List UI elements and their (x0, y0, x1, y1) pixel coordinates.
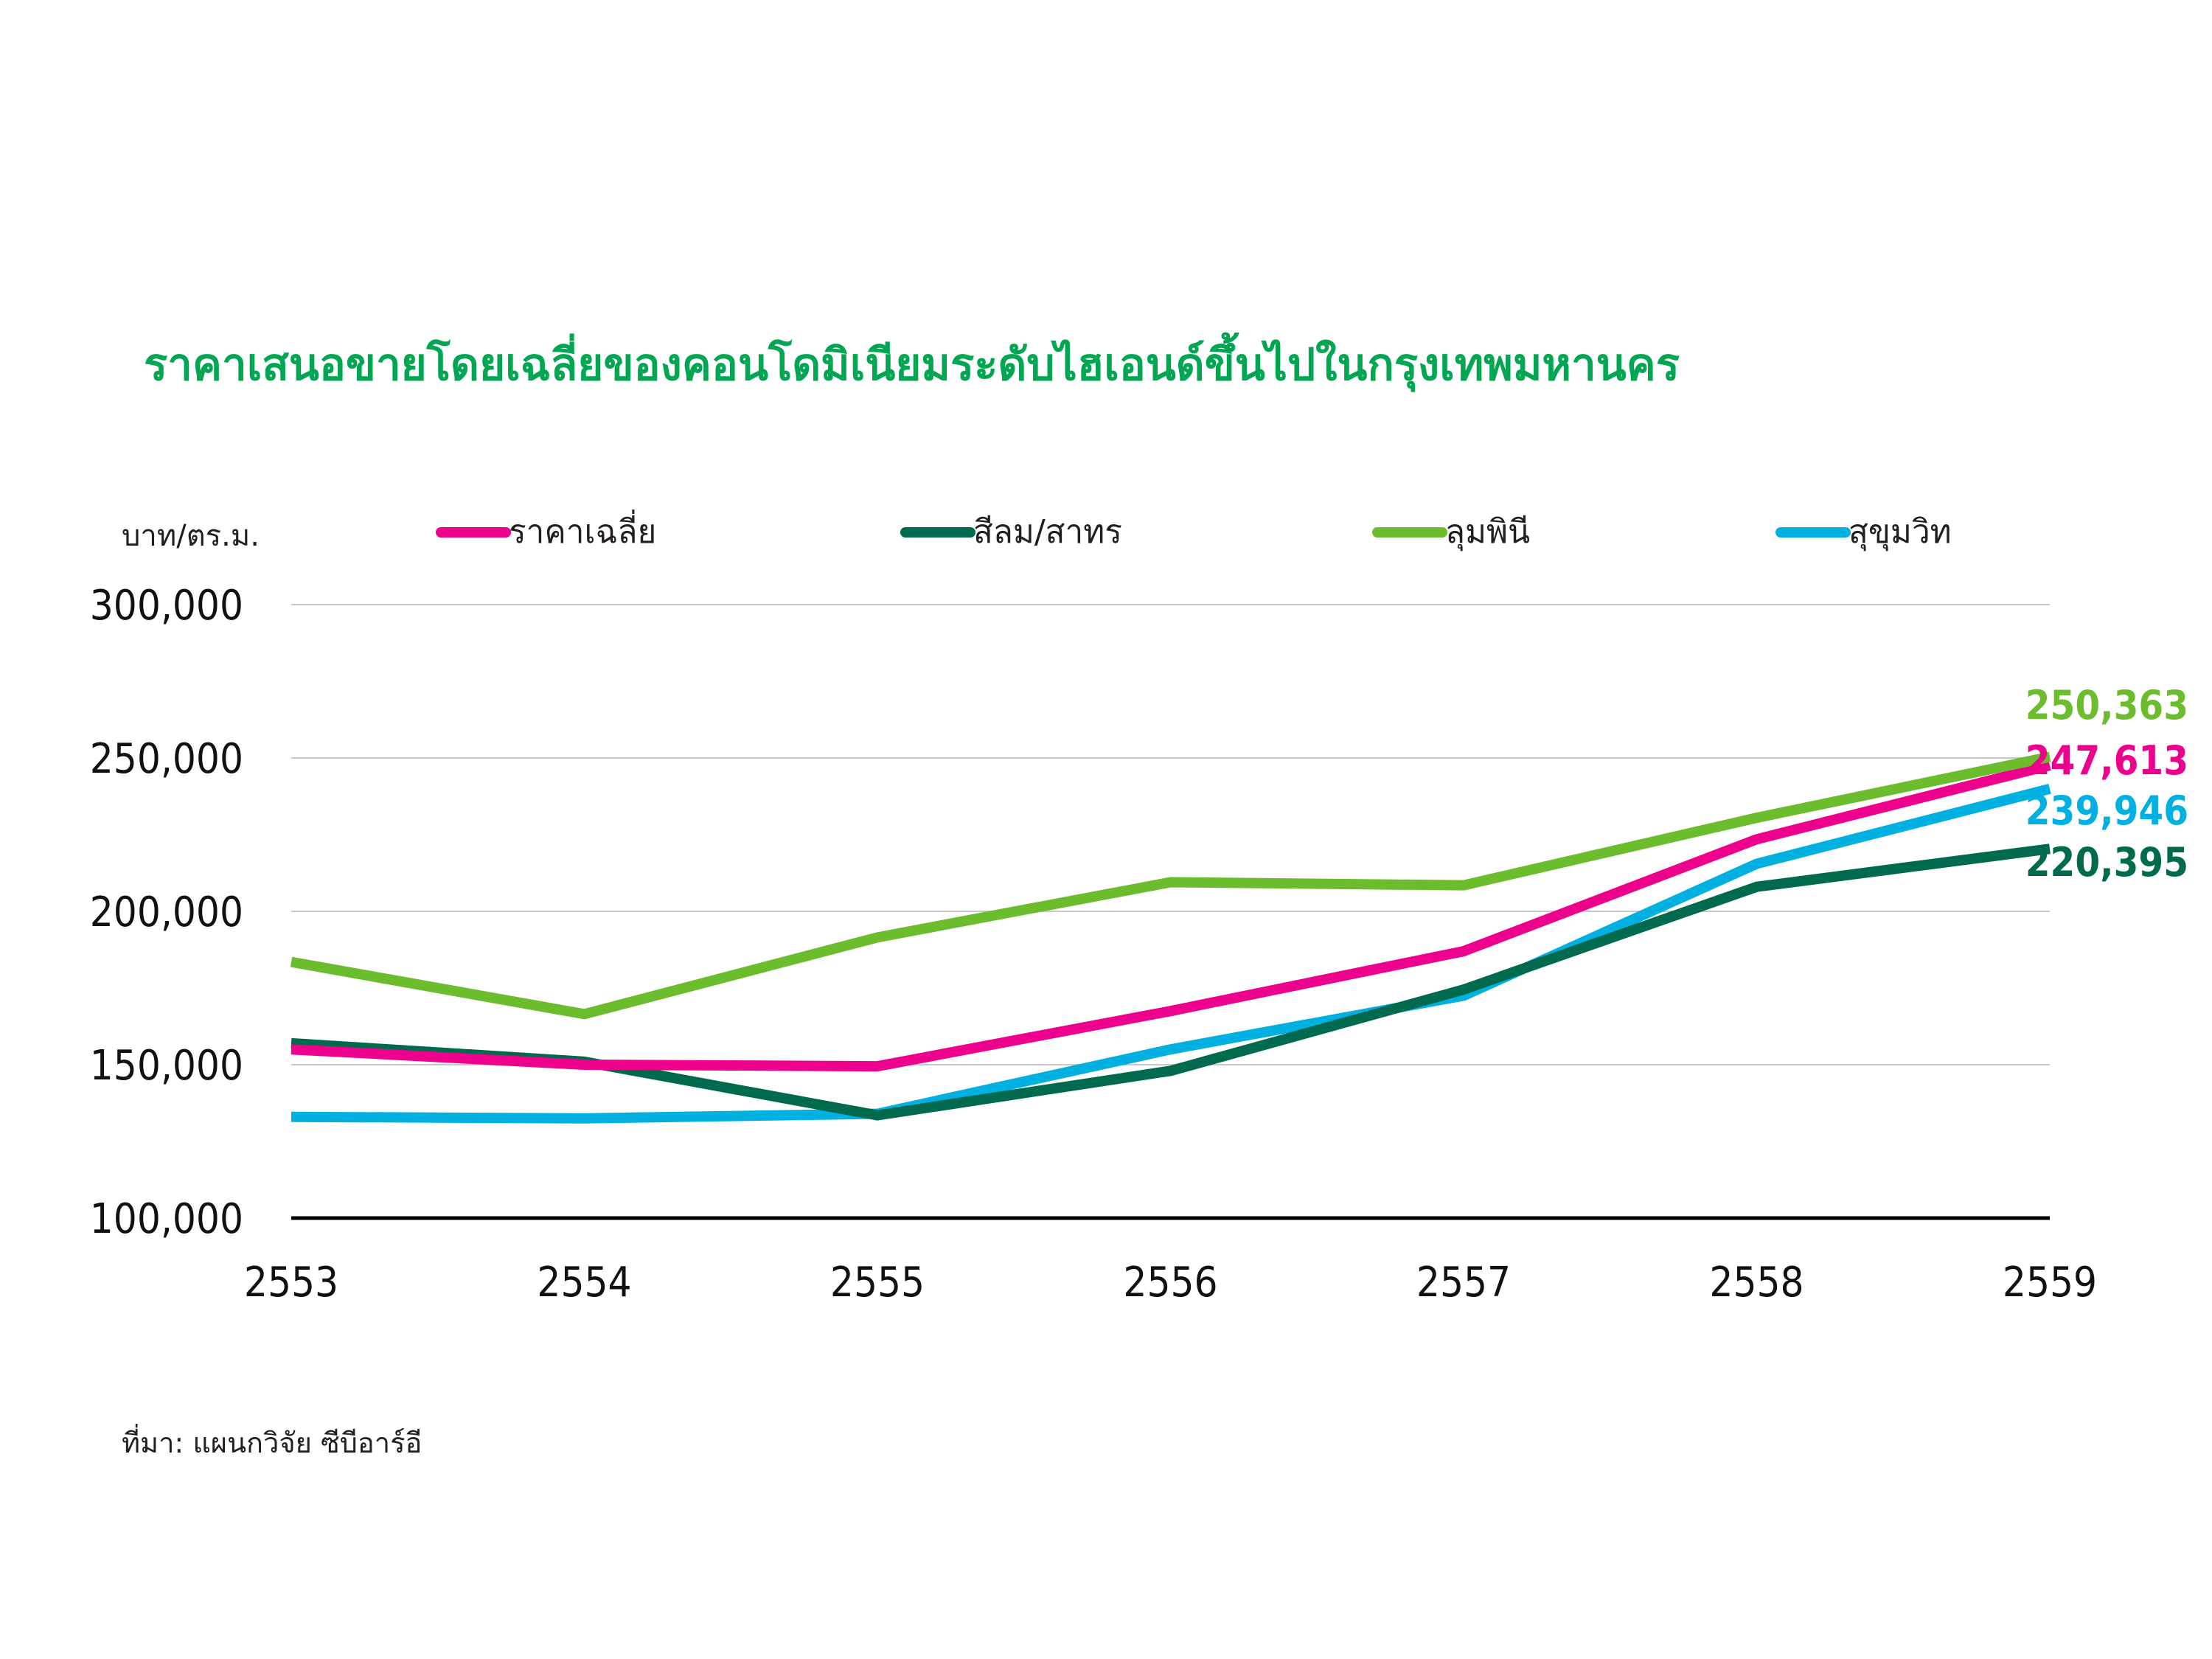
series-line-1 (291, 760, 2051, 1072)
end-value-label: 250,363 (2025, 682, 2188, 728)
legend-label: ราคาเฉลี่ย (509, 509, 656, 551)
legend-label: สีลม/สาทร (973, 513, 1122, 551)
x-tick-label: 2554 (537, 1259, 631, 1307)
series-lines (290, 751, 2051, 1124)
y-tick-label: 200,000 (90, 888, 243, 936)
x-tick-label: 2555 (830, 1259, 925, 1307)
y-tick-label: 250,000 (90, 735, 243, 783)
x-tick-label: 2556 (1123, 1259, 1217, 1307)
y-axis-ticks: 100,000 150,000 200,000 250,000 300,000 (90, 582, 243, 1243)
end-value-label: 247,613 (2025, 737, 2188, 784)
y-tick-label: 100,000 (90, 1195, 243, 1243)
legend-item: สีลม/สาทร (900, 513, 1122, 551)
end-value-label: 239,946 (2025, 787, 2188, 834)
end-value-label: 220,395 (2025, 839, 2188, 886)
x-axis-ticks: 2553 2554 2555 2556 2557 2558 2559 (244, 1259, 2097, 1307)
legend-label: ลุมพินี (1445, 513, 1530, 552)
series-line-3 (290, 751, 2051, 1020)
x-tick-label: 2553 (244, 1259, 338, 1307)
x-tick-label: 2559 (2003, 1259, 2097, 1307)
y-tick-label: 150,000 (90, 1042, 243, 1090)
chart-title: ราคาเสนอขายโดยเฉลี่ยของคอนโดมิเนียมระดับ… (144, 332, 1680, 392)
legend-item: สุขุมวิท (1775, 513, 1952, 552)
y-tick-label: 300,000 (90, 582, 243, 630)
legend-item: ราคาเฉลี่ย (436, 509, 656, 551)
legend: ราคาเฉลี่ย สีลม/สาทร ลุมพินี สุขุมวิท (436, 509, 1952, 552)
series-line-2 (291, 844, 2051, 1121)
legend-item: ลุมพินี (1372, 513, 1530, 552)
gridlines (291, 604, 2050, 1220)
x-tick-label: 2558 (1709, 1259, 1804, 1307)
x-tick-label: 2557 (1416, 1259, 1511, 1307)
y-axis-unit: บาท/ตร.ม. (122, 519, 260, 553)
source-note: ที่มา: แผนกวิจัย ซีบีอาร์อี (122, 1424, 422, 1459)
legend-label: สุขุมวิท (1848, 513, 1952, 552)
series-line-4 (291, 784, 2051, 1124)
